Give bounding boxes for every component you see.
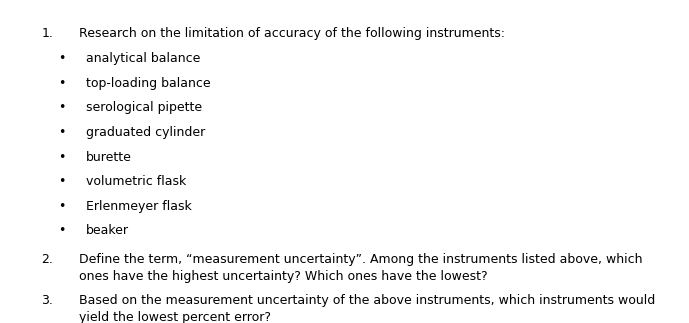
Text: 3.: 3. (41, 294, 53, 307)
Text: •: • (59, 101, 66, 114)
Text: 1.: 1. (41, 27, 53, 40)
Text: beaker: beaker (86, 224, 129, 237)
Text: •: • (59, 200, 66, 213)
Text: Based on the measurement uncertainty of the above instruments, which instruments: Based on the measurement uncertainty of … (79, 294, 655, 323)
Text: Erlenmeyer flask: Erlenmeyer flask (86, 200, 192, 213)
Text: Define the term, “measurement uncertainty”. Among the instruments listed above, : Define the term, “measurement uncertaint… (79, 253, 643, 283)
Text: •: • (59, 151, 66, 163)
Text: •: • (59, 224, 66, 237)
Text: burette: burette (86, 151, 132, 163)
Text: 2.: 2. (41, 253, 53, 266)
Text: Research on the limitation of accuracy of the following instruments:: Research on the limitation of accuracy o… (79, 27, 505, 40)
Text: analytical balance: analytical balance (86, 52, 200, 65)
Text: •: • (59, 77, 66, 90)
Text: volumetric flask: volumetric flask (86, 175, 187, 188)
Text: graduated cylinder: graduated cylinder (86, 126, 205, 139)
Text: •: • (59, 52, 66, 65)
Text: top-loading balance: top-loading balance (86, 77, 211, 90)
Text: serological pipette: serological pipette (86, 101, 203, 114)
Text: •: • (59, 126, 66, 139)
Text: •: • (59, 175, 66, 188)
